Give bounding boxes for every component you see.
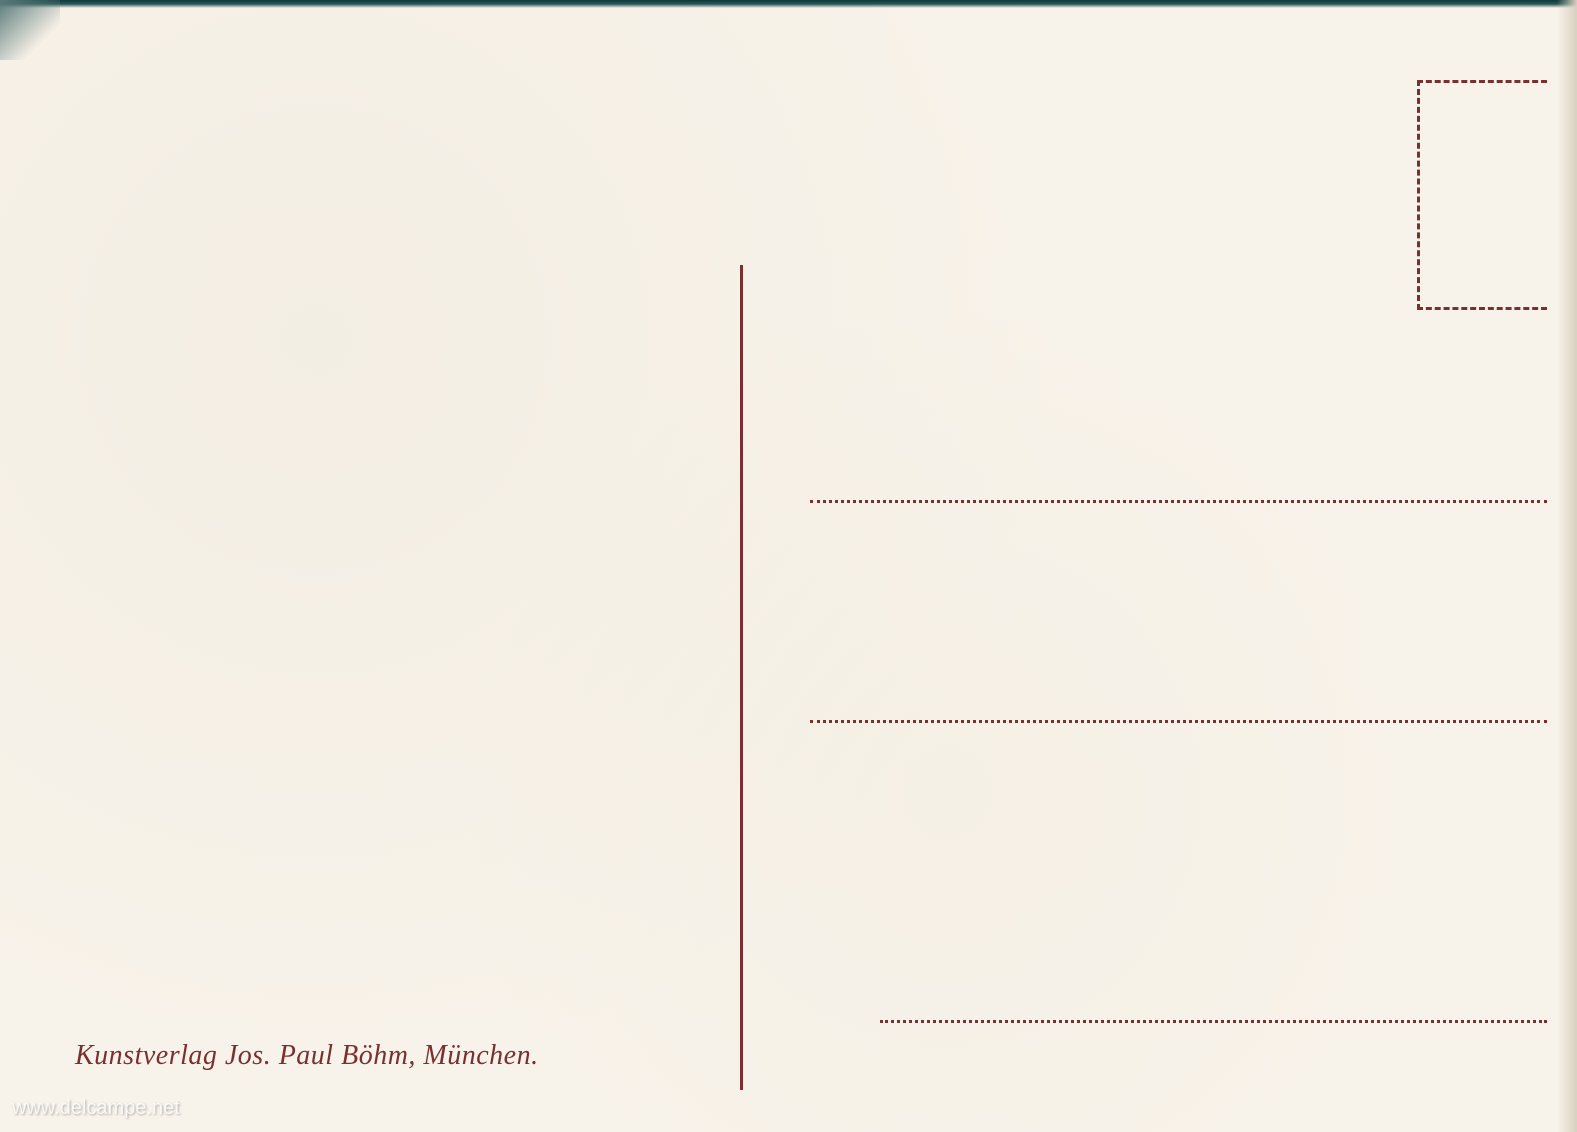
stamp-box [1417,80,1547,310]
publisher-credit: Kunstverlag Jos. Paul Böhm, München. [75,1040,539,1072]
top-edge-shadow [0,0,1577,8]
watermark-text: www.delcampe.net [12,1097,180,1120]
paper-texture [0,0,1577,1132]
postcard-back: Kunstverlag Jos. Paul Böhm, München. www… [0,0,1577,1132]
address-line-3 [880,1020,1547,1023]
address-line-2 [810,720,1547,723]
center-divider-line [740,265,743,1090]
address-line-1 [810,500,1547,503]
right-edge-shadow [1557,0,1577,1132]
corner-shadow [0,0,60,60]
